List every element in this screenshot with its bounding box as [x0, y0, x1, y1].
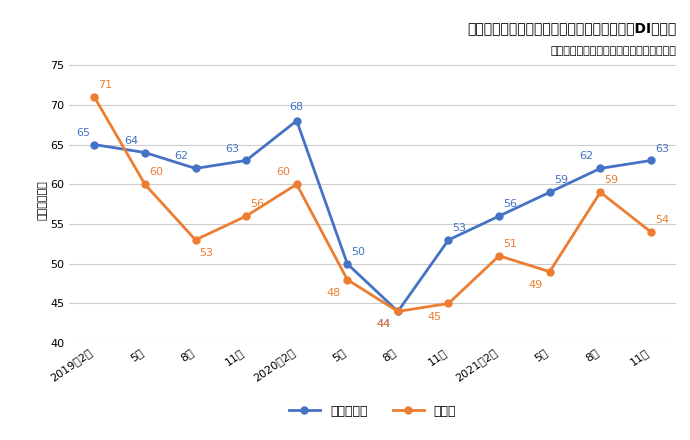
- 技能工: [293, 182, 301, 187]
- Text: 45: 45: [428, 312, 442, 322]
- Text: 53: 53: [453, 223, 466, 233]
- 技能工: [394, 309, 402, 314]
- 建設技術者: [444, 237, 453, 242]
- 建設技術者: [242, 158, 250, 163]
- 建設技術者: [293, 118, 301, 123]
- 建設技術者: [141, 150, 149, 155]
- 技能工: [191, 237, 199, 242]
- Text: 56: 56: [250, 199, 264, 209]
- 技能工: [90, 94, 99, 99]
- Legend: 建設技術者, 技能工: 建設技術者, 技能工: [284, 400, 462, 423]
- Text: 50: 50: [351, 247, 366, 257]
- Text: 建設技術者と建設技能工の労働者過不足判断DIの推移: 建設技術者と建設技能工の労働者過不足判断DIの推移: [467, 21, 676, 35]
- 技能工: [546, 269, 554, 275]
- Text: 51: 51: [503, 239, 518, 249]
- Text: 63: 63: [225, 143, 239, 154]
- 建設技術者: [191, 166, 199, 171]
- 建設技術者: [546, 190, 554, 195]
- Text: 65: 65: [76, 128, 90, 138]
- Text: 68: 68: [290, 103, 304, 113]
- Text: 63: 63: [655, 143, 669, 154]
- Text: 48: 48: [326, 288, 341, 298]
- 建設技術者: [495, 213, 503, 219]
- 技能工: [596, 190, 604, 195]
- Text: 44: 44: [377, 319, 391, 330]
- Text: 54: 54: [655, 215, 669, 225]
- Line: 技能工: 技能工: [91, 93, 654, 315]
- 建設技術者: [394, 309, 402, 314]
- Text: 厚生労働省「労働経済動向調査」より作成: 厚生労働省「労働経済動向調査」より作成: [551, 46, 676, 56]
- Text: 59: 59: [604, 175, 618, 185]
- 建設技術者: [647, 158, 655, 163]
- Text: 60: 60: [276, 167, 290, 177]
- Text: 71: 71: [99, 80, 112, 90]
- Y-axis label: （ポイント）: （ポイント）: [37, 180, 47, 220]
- 建設技術者: [90, 142, 99, 147]
- 建設技術者: [596, 166, 604, 171]
- 技能工: [141, 182, 149, 187]
- 建設技術者: [343, 261, 351, 266]
- Text: 64: 64: [124, 136, 138, 146]
- 技能工: [343, 277, 351, 282]
- 技能工: [495, 253, 503, 258]
- Text: 62: 62: [175, 151, 188, 161]
- 技能工: [444, 301, 453, 306]
- Text: 56: 56: [503, 199, 518, 209]
- Line: 建設技術者: 建設技術者: [91, 117, 654, 315]
- Text: 60: 60: [149, 167, 163, 177]
- Text: 62: 62: [580, 151, 593, 161]
- 技能工: [647, 229, 655, 235]
- Text: 59: 59: [554, 175, 568, 185]
- Text: 44: 44: [377, 319, 391, 330]
- 技能工: [242, 213, 250, 219]
- Text: 49: 49: [529, 280, 543, 290]
- Text: 53: 53: [199, 248, 214, 258]
